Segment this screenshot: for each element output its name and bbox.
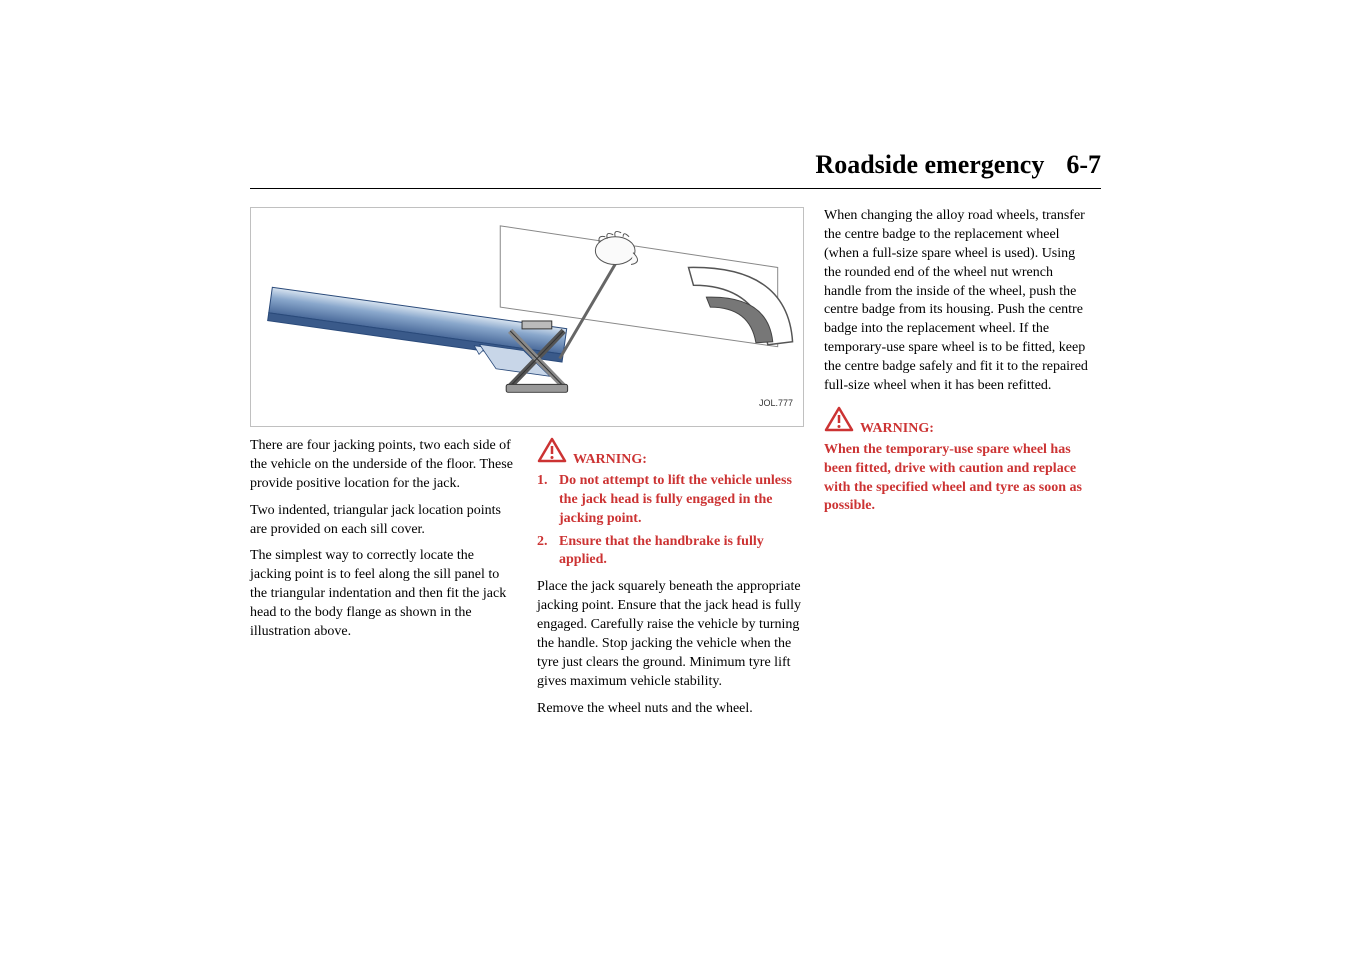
left-block: JOL.777 There are four jacking points, t…: [250, 207, 804, 727]
warning-block: WARNING: 1. Do not attempt to lift the v…: [537, 437, 804, 570]
column-middle: WARNING: 1. Do not attempt to lift the v…: [537, 437, 804, 727]
body-paragraph: There are four jacking points, two each …: [250, 437, 517, 494]
warning-item: 1. Do not attempt to lift the vehicle un…: [537, 472, 804, 529]
warning-label: WARNING:: [573, 451, 647, 470]
warning-item-text: Ensure that the handbrake is fully appli…: [559, 533, 804, 571]
warning-item-num: 1.: [537, 472, 551, 529]
column-left: There are four jacking points, two each …: [250, 437, 517, 727]
body-paragraph: Place the jack squarely beneath the appr…: [537, 578, 804, 691]
warning-list: 1. Do not attempt to lift the vehicle un…: [537, 472, 804, 570]
warning-block: WARNING: When the temporary-use spare wh…: [824, 406, 1091, 516]
two-column-text: There are four jacking points, two each …: [250, 437, 804, 727]
figure-id-label: JOL.777: [759, 398, 793, 408]
warning-heading: WARNING:: [537, 437, 804, 470]
jack-diagram-svg: [251, 208, 803, 426]
body-paragraph: Remove the wheel nuts and the wheel.: [537, 700, 804, 719]
jacking-illustration: JOL.777: [250, 207, 804, 427]
warning-triangle-icon: [824, 406, 854, 439]
page-number: 6-7: [1066, 150, 1101, 179]
warning-item-num: 2.: [537, 533, 551, 571]
warning-item-text: Do not attempt to lift the vehicle unles…: [559, 472, 804, 529]
body-paragraph: When changing the alloy road wheels, tra…: [824, 207, 1091, 396]
column-right: When changing the alloy road wheels, tra…: [824, 207, 1091, 727]
warning-label: WARNING:: [860, 420, 934, 439]
warning-triangle-icon: [537, 437, 567, 470]
warning-item: 2. Ensure that the handbrake is fully ap…: [537, 533, 804, 571]
page-header: Roadside emergency 6-7: [250, 150, 1101, 189]
section-title: Roadside emergency: [815, 150, 1044, 179]
content-area: JOL.777 There are four jacking points, t…: [250, 207, 1101, 727]
warning-heading: WARNING:: [824, 406, 1091, 439]
body-paragraph: The simplest way to correctly locate the…: [250, 547, 517, 641]
warning-text: When the temporary-use spare wheel has b…: [824, 441, 1091, 517]
body-paragraph: Two indented, triangular jack location p…: [250, 502, 517, 540]
